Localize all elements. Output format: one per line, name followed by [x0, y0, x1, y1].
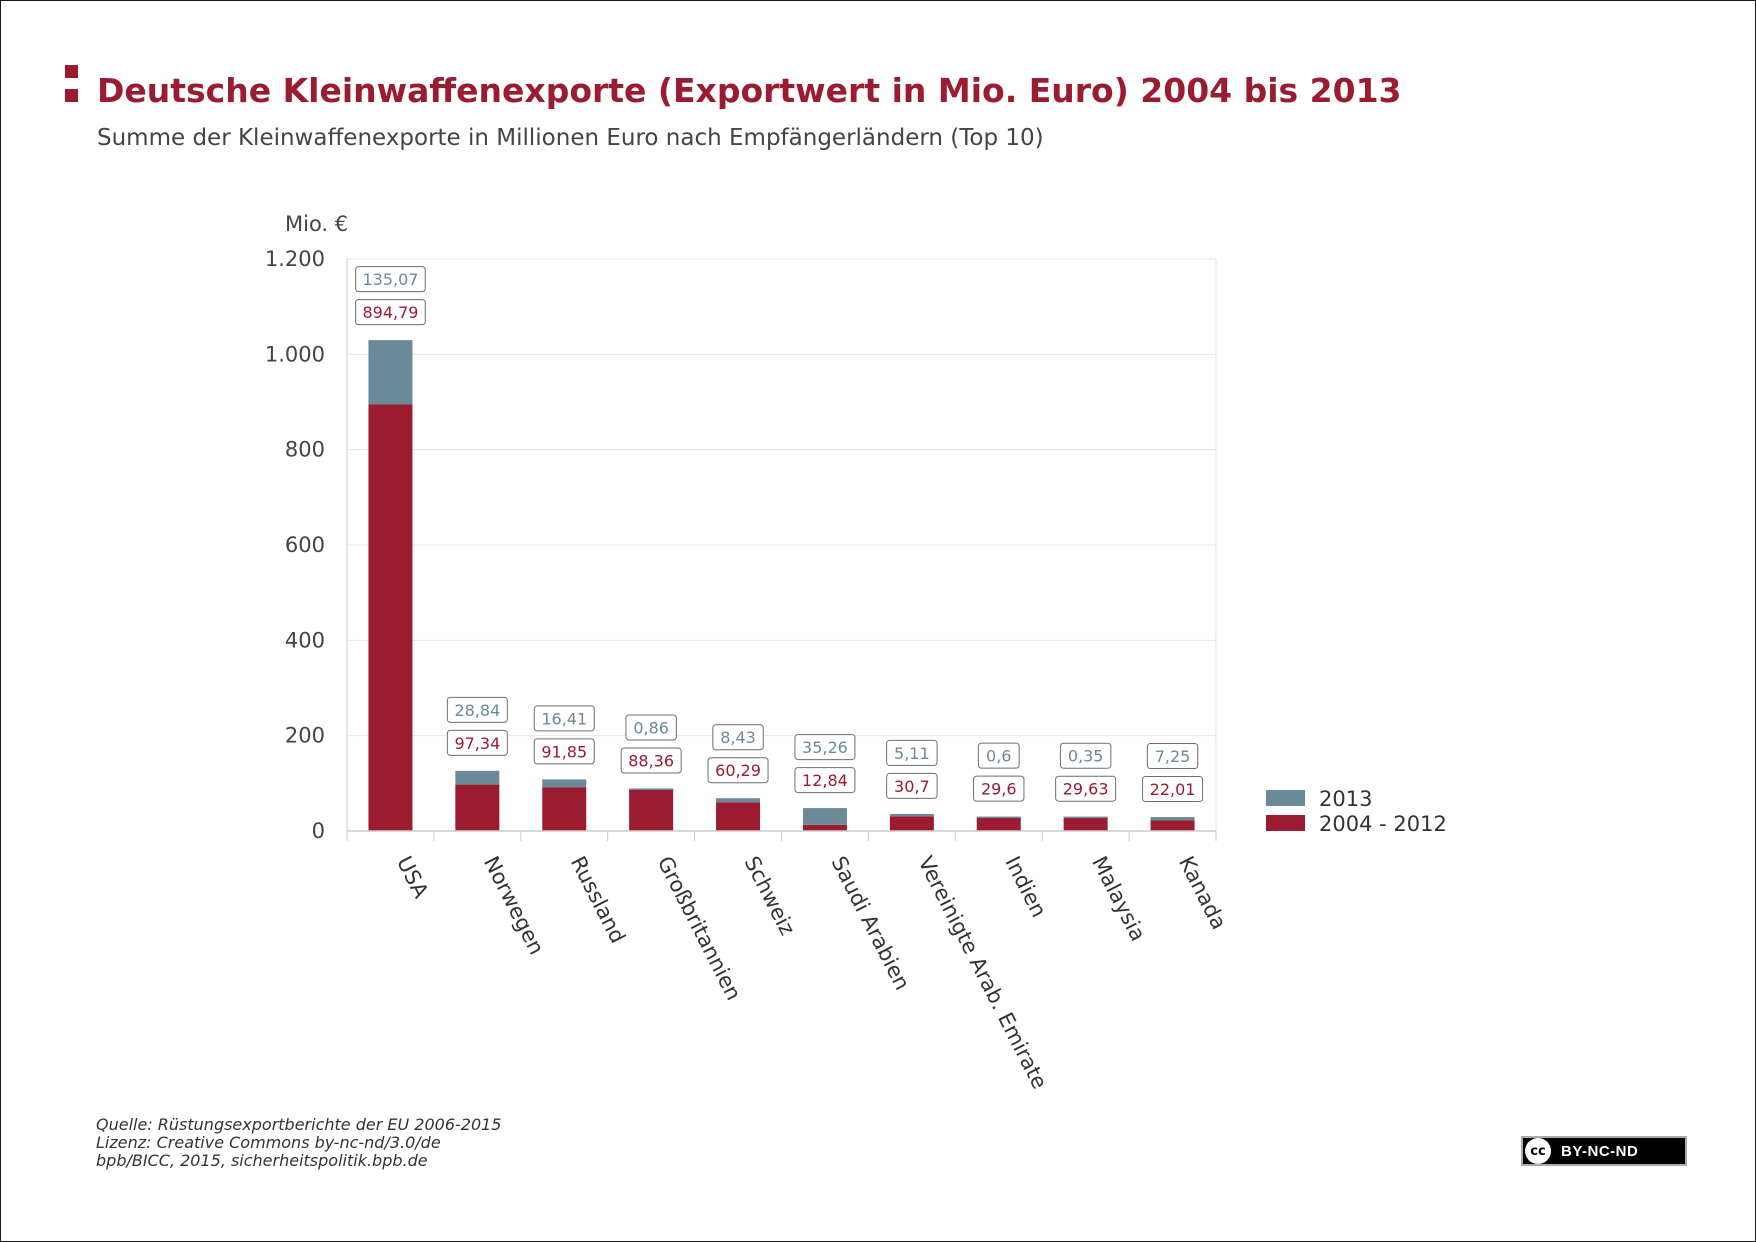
bar-2004-2012 — [976, 816, 1021, 831]
data-label-2013: 5,11 — [894, 744, 930, 763]
bar-2004-2012 — [629, 788, 674, 831]
bar-2004-2012 — [542, 787, 587, 831]
data-label-2013: 35,26 — [802, 738, 848, 757]
x-tick-label: USA — [392, 852, 433, 902]
bar-2013 — [368, 340, 413, 405]
y-tick-label: 1.200 — [265, 247, 325, 271]
data-label-2004-2012: 22,01 — [1150, 780, 1196, 799]
y-tick-label: 400 — [285, 628, 325, 652]
y-tick-label: 600 — [285, 533, 325, 557]
bar-2013 — [716, 798, 761, 803]
bar-2013 — [976, 816, 1021, 819]
x-tick-label: Saudi Arabien — [826, 852, 914, 994]
x-tick-label: Malaysia — [1087, 852, 1150, 945]
bar-2004-2012 — [1063, 816, 1108, 831]
data-label-2013: 135,07 — [362, 270, 418, 289]
data-label-2004-2012: 12,84 — [802, 771, 848, 790]
footer-credit: bpb/BICC, 2015, sicherheitspolitik.bpb.d… — [96, 1151, 428, 1170]
y-tick-label: 0 — [312, 819, 325, 843]
bar-2013 — [802, 808, 847, 825]
bar-2004-2012 — [455, 784, 500, 831]
data-label-2004-2012-box — [1055, 775, 1117, 802]
data-label-2013: 8,43 — [720, 728, 756, 747]
data-label-2004-2012: 97,34 — [454, 734, 500, 753]
data-label-2004-2012-box — [355, 299, 426, 326]
cc-icon: cc — [1525, 1138, 1551, 1164]
chart-title: Deutsche Kleinwaffenexporte (Exportwert … — [97, 71, 1402, 110]
bar-2013 — [629, 788, 674, 790]
x-tick-label: Norwegen — [479, 852, 549, 958]
data-label-2013-box — [886, 739, 938, 766]
legend-swatch — [1266, 815, 1305, 831]
x-tick-label: Schweiz — [740, 852, 800, 939]
data-label-2004-2012: 30,7 — [894, 777, 930, 796]
bar-2004-2012 — [889, 816, 934, 831]
x-tick-label: Kanada — [1174, 852, 1231, 933]
data-label-2013: 0,6 — [986, 747, 1011, 766]
bar-2013 — [1063, 816, 1108, 819]
data-label-2004-2012: 60,29 — [715, 761, 761, 780]
y-axis: 0 200 400 600 800 1.000 1.200 Mio. € — [265, 212, 348, 843]
y-tick-label: 1.000 — [265, 342, 325, 366]
data-label-2013: 28,84 — [454, 701, 500, 720]
legend-label: 2013 — [1319, 787, 1372, 811]
data-label-2013: 16,41 — [541, 709, 587, 728]
data-label-2013-box — [1146, 743, 1199, 770]
y-axis-label: Mio. € — [285, 212, 348, 236]
x-tick-label: Großbritannien — [653, 852, 746, 1004]
data-label-2013: 0,35 — [1068, 747, 1104, 766]
legend-swatch — [1266, 790, 1305, 806]
bar-2004-2012 — [802, 824, 847, 831]
legend-label: 2004 - 2012 — [1319, 812, 1447, 836]
footer-source: Quelle: Rüstungsexportberichte der EU 20… — [96, 1115, 502, 1134]
data-label-2013-box — [712, 724, 764, 751]
data-label-2013-box — [355, 266, 426, 293]
data-label-2004-2012-box — [1142, 776, 1204, 803]
data-label-2004-2012: 29,6 — [981, 780, 1017, 799]
bar-2004-2012 — [368, 404, 413, 831]
data-label-2004-2012-box — [533, 738, 595, 765]
data-label-2013-box — [446, 696, 508, 723]
bar-2004-2012 — [1150, 820, 1195, 831]
data-label-2013-box — [1059, 742, 1112, 769]
data-label-2004-2012: 88,36 — [628, 751, 674, 770]
data-label-2013-box — [533, 705, 595, 732]
cc-badge-text: BY-NC-ND — [1561, 1142, 1639, 1160]
bars — [368, 340, 1195, 831]
title-marker-icon — [65, 65, 78, 102]
data-label-2004-2012-box — [446, 729, 508, 756]
data-label-2004-2012-box — [973, 775, 1025, 802]
data-label-2004-2012: 91,85 — [541, 742, 587, 761]
data-label-2004-2012-box — [794, 767, 856, 794]
grid-lines — [347, 258, 1217, 831]
data-label-2004-2012-box — [620, 747, 682, 774]
bar-2004-2012 — [716, 802, 761, 831]
bar-2013 — [542, 779, 587, 788]
bar-2013 — [455, 770, 500, 785]
x-axis: USA Norwegen Russland GroßbritannienSchweiz… — [346, 830, 1231, 1093]
data-label-2013-box — [625, 714, 677, 741]
data-label-2004-2012: 894,79 — [362, 303, 418, 322]
cc-license-badge[interactable]: cc BY-NC-ND — [1521, 1136, 1687, 1166]
data-label-2013: 7,25 — [1155, 747, 1191, 766]
footer: Quelle: Rüstungsexportberichte der EU 20… — [96, 1116, 501, 1170]
y-tick-label: 800 — [285, 438, 325, 462]
data-label-2004-2012-box — [886, 772, 938, 799]
footer-license: Lizenz: Creative Commons by-nc-nd/3.0/de — [96, 1133, 441, 1152]
data-label-2013-box — [977, 742, 1020, 769]
x-tick-label: Indien — [1000, 852, 1051, 921]
data-label-2013: 0,86 — [633, 718, 669, 737]
chart-subtitle: Summe der Kleinwaffenexporte in Millione… — [97, 125, 1044, 151]
data-label-2013-box — [794, 734, 856, 761]
bar-2013 — [1150, 817, 1195, 821]
y-tick-label: 200 — [285, 724, 325, 748]
data-labels: 894,79 135,07 97,34 28,84 91,85 16,41 88,36 0,8… — [355, 266, 1204, 803]
x-tick-label: Russland — [566, 852, 630, 947]
data-label-2004-2012-box — [707, 757, 769, 784]
bar-2013 — [889, 813, 934, 817]
data-label-2004-2012: 29,63 — [1063, 780, 1109, 799]
